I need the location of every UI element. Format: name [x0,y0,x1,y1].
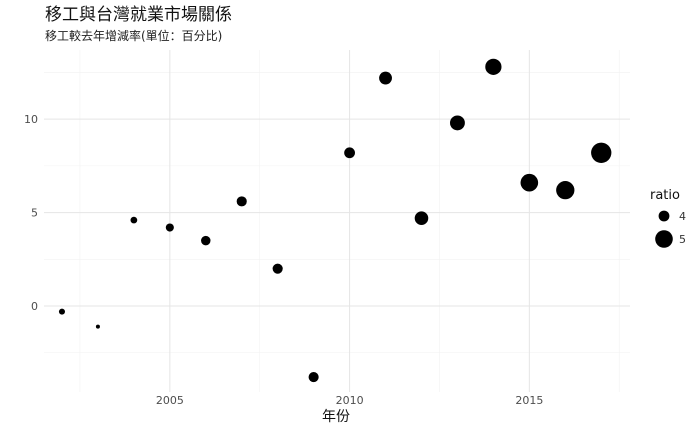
x-axis-ticks: 2005 2010 2015 [156,394,544,407]
x-axis-title: 年份 [322,409,350,425]
y-tick-label: 5 [31,207,38,220]
data-point [58,308,65,315]
data-point [556,181,575,200]
chart-subtitle: 移工較去年增減率(單位：百分比) [45,28,222,43]
data-point [130,216,138,224]
data-points [58,58,612,383]
data-point [591,142,612,163]
legend-key [655,230,673,248]
data-point [379,71,392,85]
x-tick-label: 2010 [336,394,364,407]
x-tick-label: 2005 [156,394,184,407]
data-point [201,235,211,246]
chart-title: 移工與台灣就業市場關係 [45,5,232,25]
data-point [236,196,247,207]
gridlines [44,50,630,392]
data-point [344,147,355,159]
data-point [95,324,100,329]
legend: ratio 4 5 [650,188,686,248]
y-tick-label: 10 [24,113,38,126]
y-tick-label: 0 [31,300,38,313]
data-point [308,371,319,383]
data-point [272,263,283,274]
y-axis-ticks: 0 5 10 [24,113,38,313]
data-point [414,211,429,225]
x-tick-label: 2015 [515,394,543,407]
data-point [449,115,465,131]
legend-label: 5 [679,233,686,246]
legend-title: ratio [650,188,680,203]
data-point [520,173,539,192]
data-point [485,58,502,75]
legend-label: 4 [679,210,686,223]
data-point [165,223,174,232]
legend-key [658,210,670,222]
